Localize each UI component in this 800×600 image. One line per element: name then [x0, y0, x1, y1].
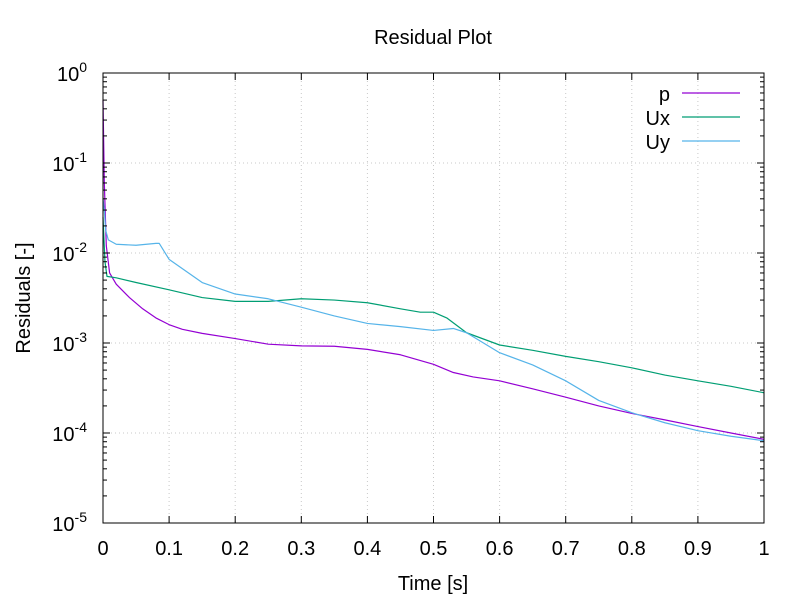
- x-tick-labels: 0 0.1 0.2 0.3 0.4 0.5 0.6 0.7 0.8 0.9 1: [97, 538, 769, 560]
- y-tick-label: 100: [57, 59, 87, 86]
- x-tick-label: 0.1: [155, 538, 183, 560]
- x-tick-label: 0.7: [552, 538, 580, 560]
- y-tick-label-base: 10: [52, 424, 74, 446]
- x-tick-label: 0.4: [353, 538, 381, 560]
- legend-label-p: p: [659, 84, 670, 106]
- legend-label-ux: Ux: [646, 108, 670, 130]
- grid-lines: [103, 73, 764, 523]
- y-tick-label-exponent: -5: [75, 509, 88, 525]
- y-tick-label-base: 10: [52, 244, 74, 266]
- series-layer: [102, 100, 765, 442]
- y-tick-label: 10-4: [52, 419, 87, 446]
- x-tick-label: 0.6: [486, 538, 514, 560]
- y-tick-label-base: 10: [52, 154, 74, 176]
- x-tick-label: 0.3: [287, 538, 315, 560]
- y-tick-label-exponent: -4: [75, 419, 88, 435]
- y-axis-label: Residuals [-]: [13, 242, 35, 353]
- legend-label-uy: Uy: [646, 132, 670, 154]
- y-tick-label-base: 10: [52, 334, 74, 356]
- x-tick-label: 0.2: [221, 538, 249, 560]
- x-tick-label: 0.5: [420, 538, 448, 560]
- x-tick-label: 0.8: [618, 538, 646, 560]
- y-tick-label-exponent: -1: [75, 149, 88, 165]
- y-tick-label-base: 10: [57, 64, 79, 86]
- y-tick-label-exponent: 0: [79, 59, 87, 75]
- y-tick-label-exponent: -3: [75, 329, 88, 345]
- chart-title: Residual Plot: [374, 27, 492, 49]
- x-tick-label: 0: [97, 538, 108, 560]
- x-tick-label: 0.9: [684, 538, 712, 560]
- x-tick-label: 1: [758, 538, 769, 560]
- series-line-uy: [102, 198, 765, 442]
- y-tick-label: 10-2: [52, 239, 87, 266]
- y-tick-label-exponent: -2: [75, 239, 88, 255]
- series-line-p: [102, 100, 765, 440]
- y-tick-label: 10-3: [52, 329, 87, 356]
- x-axis-label: Time [s]: [398, 573, 468, 595]
- axis-ticks: [102, 72, 765, 524]
- y-tick-label: 10-1: [52, 149, 87, 176]
- y-tick-label: 10-5: [52, 509, 87, 536]
- series-line-ux: [102, 217, 765, 394]
- y-tick-label-base: 10: [52, 514, 74, 536]
